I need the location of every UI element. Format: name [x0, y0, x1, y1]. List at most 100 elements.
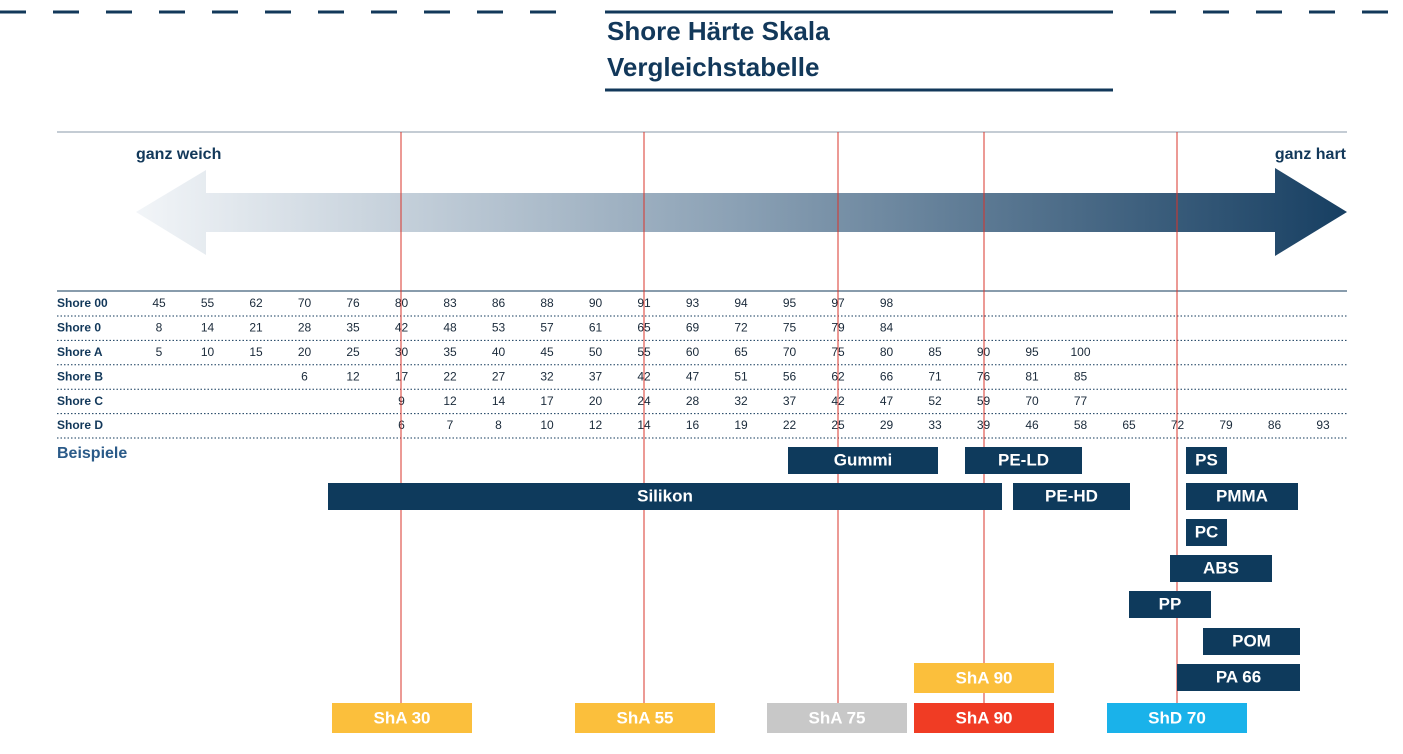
- cell: 14: [201, 321, 215, 335]
- example-bar: [1203, 628, 1300, 655]
- example-bar: [1129, 591, 1211, 618]
- cell: 61: [589, 321, 603, 335]
- cell: 20: [298, 345, 312, 359]
- hard-label: ganz hart: [1275, 146, 1347, 163]
- example-label: ABS: [1203, 558, 1239, 577]
- row-label: Shore A: [57, 345, 103, 359]
- example-bar: [788, 447, 938, 474]
- cell: 6: [398, 418, 405, 432]
- cell: 27: [492, 369, 506, 383]
- example-bar: [1186, 519, 1227, 546]
- cell: 52: [928, 394, 942, 408]
- tag: [767, 703, 907, 733]
- row-label: Shore B: [57, 369, 103, 383]
- example-bar: [965, 447, 1082, 474]
- cell: 46: [1025, 418, 1039, 432]
- cell: 77: [1074, 394, 1088, 408]
- cell: 65: [1122, 418, 1136, 432]
- cell: 70: [783, 345, 797, 359]
- cell: 12: [443, 394, 457, 408]
- cell: 6: [301, 369, 308, 383]
- cell: 50: [589, 345, 603, 359]
- cell: 8: [495, 418, 502, 432]
- cell: 93: [686, 296, 700, 310]
- cell: 10: [201, 345, 215, 359]
- examples-label: Beispiele: [57, 445, 127, 462]
- tag: [914, 663, 1054, 693]
- cell: 17: [540, 394, 554, 408]
- cell: 7: [447, 418, 454, 432]
- cell: 71: [928, 369, 942, 383]
- cell: 10: [540, 418, 554, 432]
- cell: 76: [346, 296, 360, 310]
- cell: 58: [1074, 418, 1088, 432]
- cell: 20: [589, 394, 603, 408]
- example-label: PE-LD: [998, 450, 1049, 469]
- cell: 32: [734, 394, 748, 408]
- cell: 12: [346, 369, 360, 383]
- cell: 22: [783, 418, 797, 432]
- cell: 16: [686, 418, 700, 432]
- tag-label: ShA 55: [616, 708, 673, 727]
- cell: 60: [686, 345, 700, 359]
- row-label: Shore C: [57, 394, 103, 408]
- cell: 15: [249, 345, 263, 359]
- cell: 48: [443, 321, 457, 335]
- cell: 72: [734, 321, 748, 335]
- cell: 90: [589, 296, 603, 310]
- cell: 22: [443, 369, 457, 383]
- cell: 62: [249, 296, 263, 310]
- example-label: PA 66: [1216, 667, 1261, 686]
- tag-label: ShD 70: [1148, 708, 1206, 727]
- cell: 85: [928, 345, 942, 359]
- example-bar: [1177, 664, 1300, 691]
- cell: 29: [880, 418, 894, 432]
- cell: 55: [201, 296, 215, 310]
- cell: 70: [1025, 394, 1039, 408]
- cell: 84: [880, 321, 894, 335]
- cell: 47: [686, 369, 700, 383]
- cell: 81: [1025, 369, 1039, 383]
- cell: 8: [156, 321, 163, 335]
- example-label: PMMA: [1216, 486, 1268, 505]
- cell: 57: [540, 321, 554, 335]
- cell: 69: [686, 321, 700, 335]
- cell: 19: [734, 418, 748, 432]
- cell: 95: [1025, 345, 1039, 359]
- tag: [1107, 703, 1247, 733]
- tag-label: ShA 90: [955, 668, 1012, 687]
- cell: 14: [492, 394, 506, 408]
- cell: 86: [1268, 418, 1282, 432]
- cell: 94: [734, 296, 748, 310]
- tag-label: ShA 75: [808, 708, 865, 727]
- example-bar: [1186, 447, 1227, 474]
- cell: 66: [880, 369, 894, 383]
- cell: 56: [783, 369, 797, 383]
- example-bar: [328, 483, 1002, 510]
- cell: 47: [880, 394, 894, 408]
- title: Vergleichstabelle: [607, 52, 819, 82]
- cell: 9: [398, 394, 405, 408]
- cell: 80: [395, 296, 409, 310]
- example-label: PP: [1159, 594, 1182, 613]
- cell: 32: [540, 369, 554, 383]
- cell: 35: [443, 345, 457, 359]
- row-label: Shore 0: [57, 321, 101, 335]
- cell: 65: [734, 345, 748, 359]
- cell: 70: [298, 296, 312, 310]
- example-label: Silikon: [637, 486, 693, 505]
- cell: 17: [395, 369, 409, 383]
- cell: 40: [492, 345, 506, 359]
- tag: [575, 703, 715, 733]
- cell: 100: [1070, 345, 1090, 359]
- cell: 72: [1171, 418, 1185, 432]
- cell: 93: [1316, 418, 1330, 432]
- example-label: POM: [1232, 631, 1271, 650]
- cell: 88: [540, 296, 554, 310]
- row-label: Shore D: [57, 418, 103, 432]
- cell: 37: [589, 369, 603, 383]
- cell: 35: [346, 321, 360, 335]
- cell: 95: [783, 296, 797, 310]
- cell: 28: [298, 321, 312, 335]
